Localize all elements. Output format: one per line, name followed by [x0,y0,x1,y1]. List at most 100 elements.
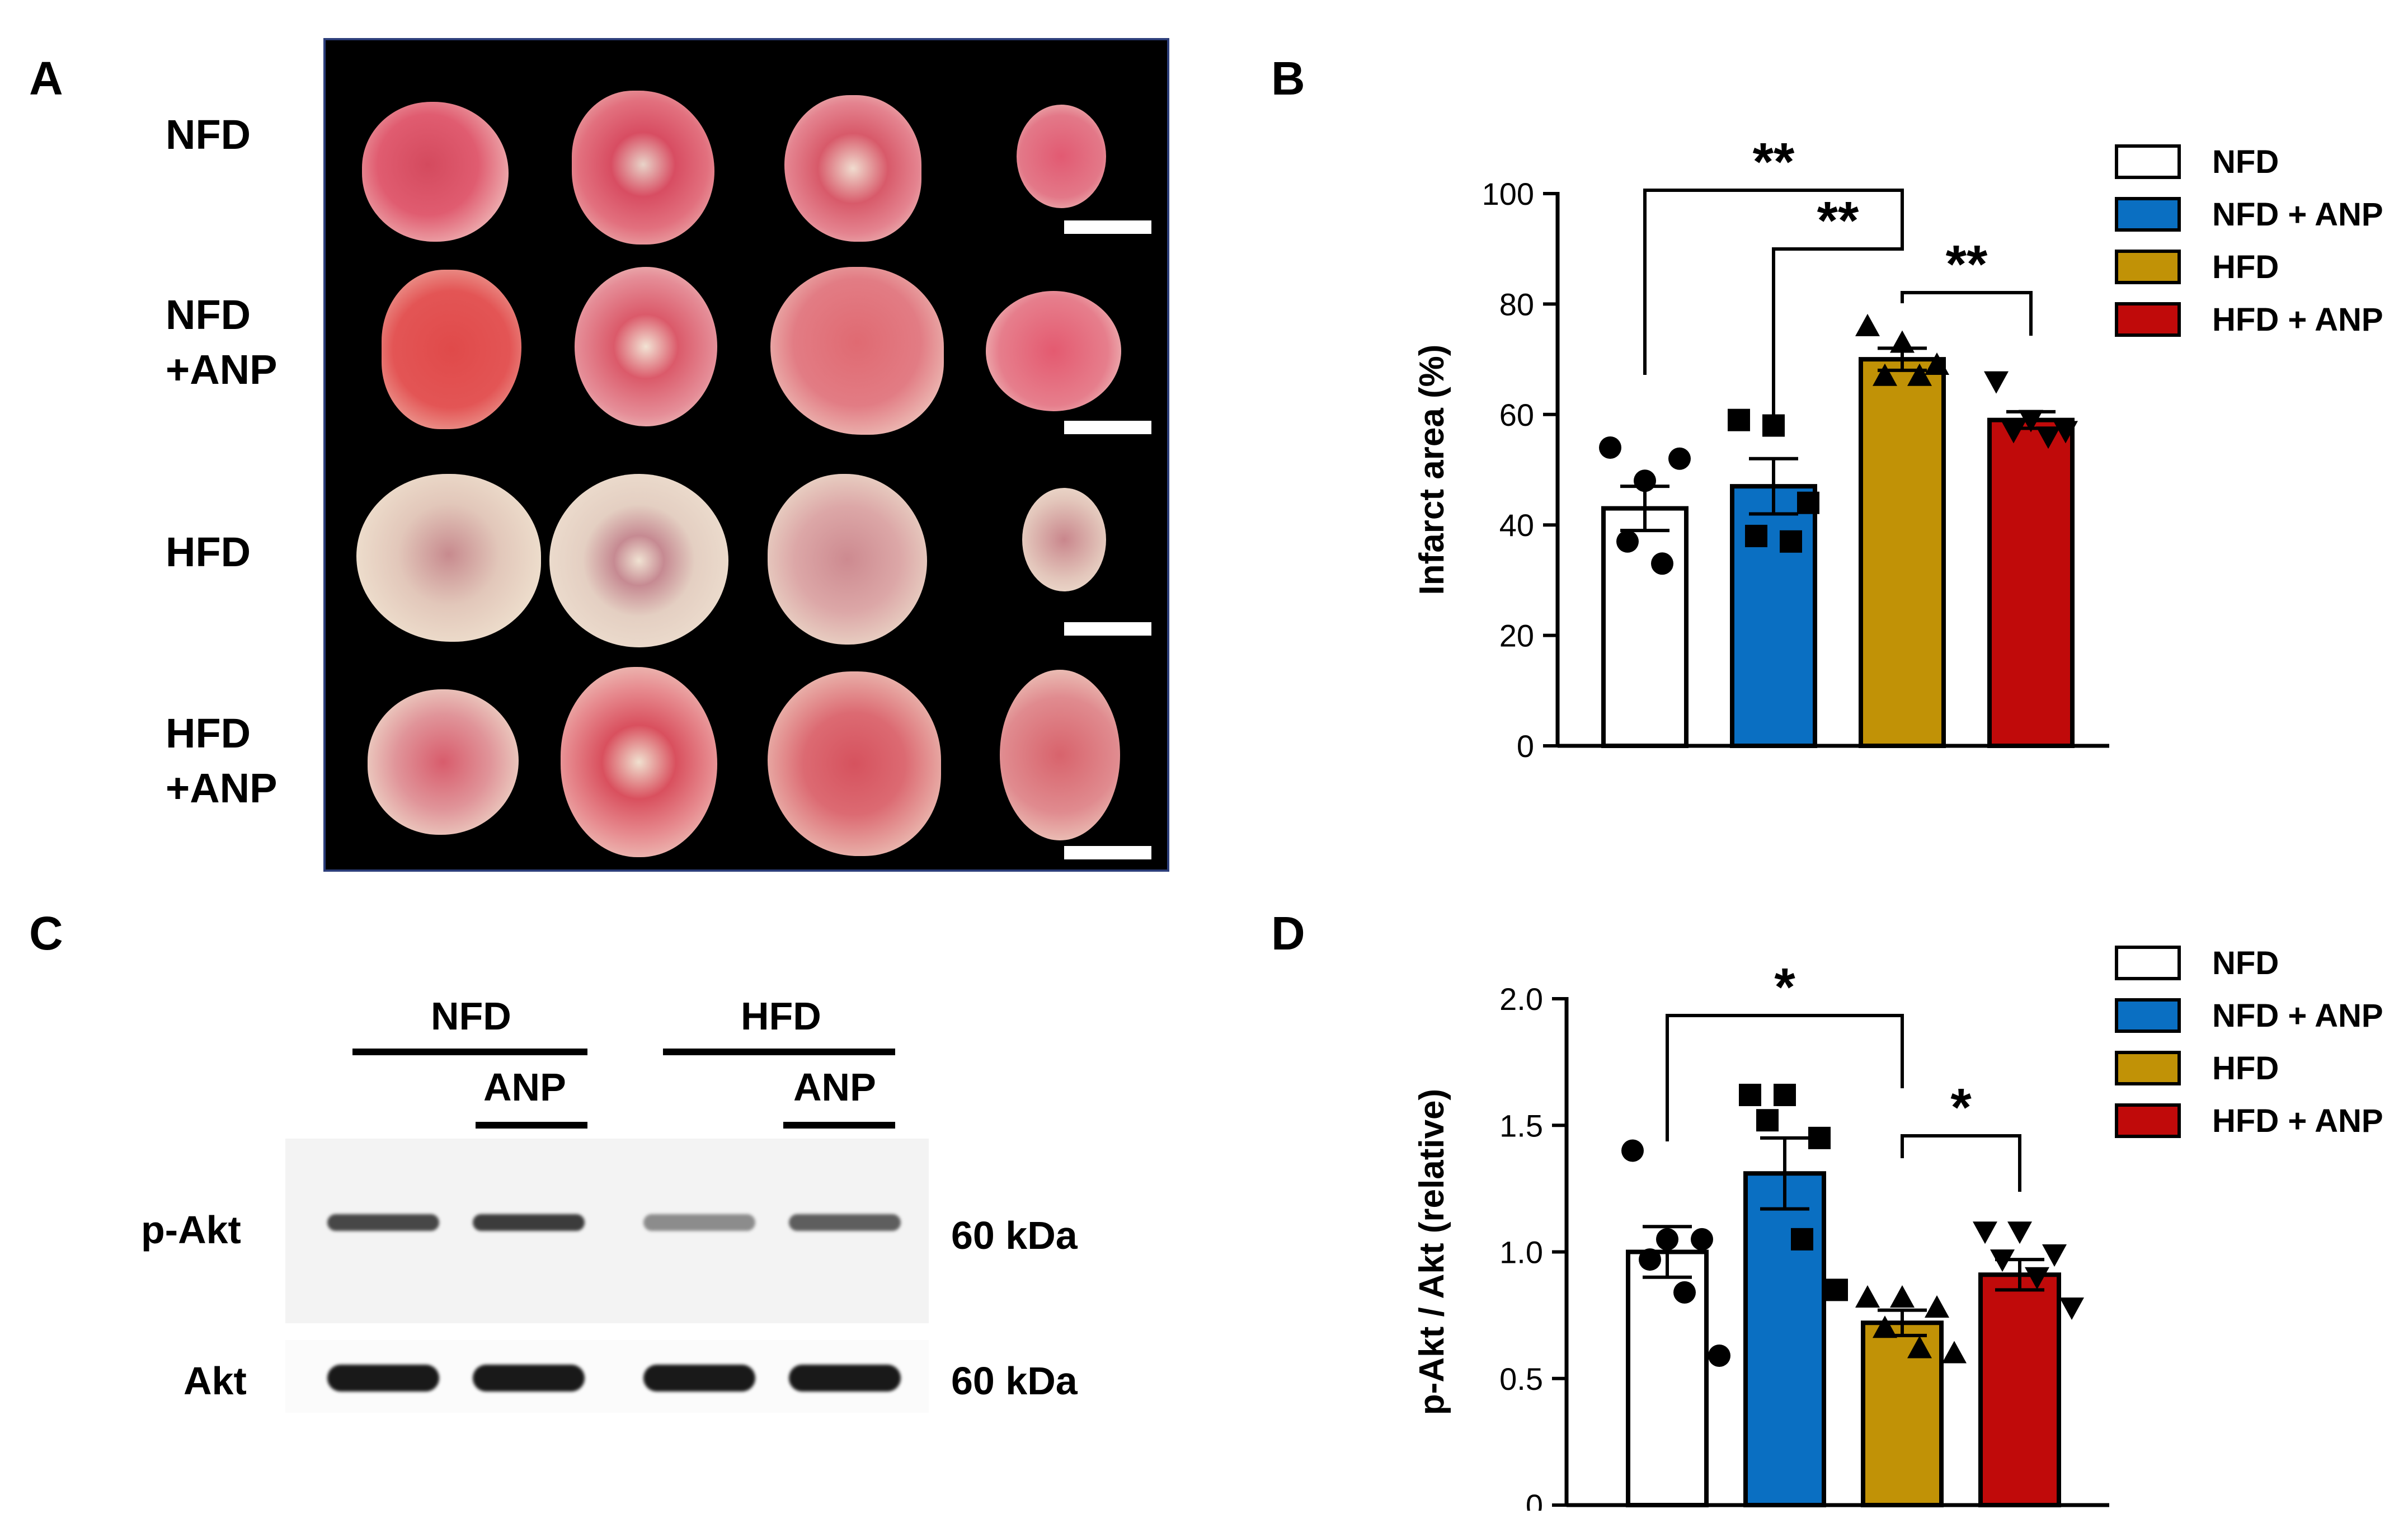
significance-bracket [1666,1014,1904,1141]
scale-bar [1064,622,1151,636]
data-point [1826,1278,1848,1301]
heart-slice [986,291,1121,411]
pakt-akt-chart: 0 0.5 1.0 1.5 2.0 p-Akt / Akt (relative) * * [1413,957,2109,1511]
d-legend-item: HFD + ANP [2115,1103,2406,1143]
data-point [2036,426,2061,449]
b-legend-item: HFD [2115,249,2406,289]
data-point [1728,408,1750,431]
data-point [1984,371,2009,394]
data-point [1791,1228,1813,1251]
d-legend-item: NFD + ANP [2115,998,2406,1037]
akt-blot-strip [285,1340,929,1413]
data-point [1942,1341,1967,1364]
y-tick-label: 1.5 [1499,1108,1543,1143]
heart-slice [362,102,509,242]
pakt-blot-strip [285,1139,929,1323]
significance-label: * [1950,1078,1972,1137]
significance-bracket [1772,213,1904,421]
blot-band [789,1365,901,1392]
y-tick-label: 0.5 [1499,1361,1543,1397]
y-tick-label: 1.0 [1499,1235,1543,1270]
d-legend-label: NFD [2212,945,2279,981]
d-legend-swatch [2115,1103,2181,1138]
bar-3 [1978,1272,2061,1507]
panel-letter-c: C [29,907,63,960]
data-point [2059,1298,2084,1320]
data-point [1973,1221,1997,1244]
heart-slice [382,270,521,429]
significance-bracket [1901,291,2033,336]
significance-label: ** [1946,234,1988,294]
row-label-hfd-anp: HFD +ANP [166,710,278,811]
heart-slice [549,474,728,647]
d-legend-swatch [2115,998,2181,1033]
data-point [1780,530,1802,553]
y-tick-label: 100 [1482,176,1534,211]
y-axis-label: Infarct area (%) [1413,345,1451,595]
data-point [1656,1228,1678,1251]
b-legend-item: HFD + ANP [2115,302,2406,341]
band-label-akt: Akt [184,1359,247,1403]
data-point [1797,491,1819,514]
b-legend-label: NFD + ANP [2212,196,2383,233]
data-point [1708,1345,1730,1367]
heart-slice [768,671,941,856]
row-label-nfd: NFD [166,111,251,158]
data-point [1990,1249,2015,1272]
data-point [1855,1285,1880,1308]
band-size-pakt: 60 kDa [951,1214,1078,1257]
b-legend-label: HFD [2212,249,2279,285]
heart-slice [1017,105,1106,208]
data-point [1873,1315,1897,1338]
y-tick-label: 60 [1499,397,1534,433]
heart-slice [1000,670,1120,840]
blot-band [473,1365,585,1392]
b-legend-item: NFD + ANP [2115,196,2406,236]
data-point [2001,421,2026,444]
data-point [1621,1139,1644,1162]
d-legend-swatch [2115,946,2181,980]
blot-band [789,1214,901,1231]
blot-band [643,1214,755,1231]
blot-group-lines [352,1049,895,1129]
y-tick-label: 40 [1499,507,1534,543]
heart-slice [1022,488,1106,591]
scale-bar [1064,421,1151,434]
data-point [1616,530,1639,553]
data-point [1774,1083,1796,1106]
data-point [1691,1228,1713,1251]
scale-bar [1064,220,1151,234]
b-legend-swatch [2115,144,2181,179]
significance-bracket [1643,189,1904,375]
blot-band [327,1214,439,1231]
heart-slice [770,267,944,435]
panel-letter-d: D [1271,907,1305,960]
data-point [1890,1285,1915,1308]
y-tick-label: 0 [1517,728,1534,764]
blot-band [473,1214,585,1231]
y-tick-label: 2.0 [1499,981,1543,1017]
data-point [1808,1126,1831,1149]
d-legend-item: NFD [2115,945,2406,985]
blot-band [643,1365,755,1392]
data-point [2007,1221,2032,1244]
infarct-area-chart: 0 20 40 60 80 100 Infarct area (%) ** ** ** [1413,132,2109,764]
y-axis-label: p-Akt / Akt (relative) [1413,1089,1451,1415]
d-legend-label: HFD [2212,1050,2279,1087]
heart-slice [561,667,717,857]
blot-treatment-nfd: ANP [483,1065,566,1109]
data-point [2019,410,2043,433]
heart-slices-photo [323,38,1169,872]
heart-slice [368,689,519,835]
blot-group-nfd: NFD [431,994,511,1038]
scale-bar [1064,846,1151,859]
d-legend-label: HFD + ANP [2212,1103,2383,1139]
d-legend-label: NFD + ANP [2212,998,2383,1034]
heart-slice [572,91,714,245]
band-size-akt: 60 kDa [951,1359,1078,1403]
heart-slice [356,474,541,642]
significance-label: ** [1817,191,1859,251]
data-point [1599,436,1621,459]
band-label-pakt: p-Akt [141,1208,241,1252]
row-label-hfd: HFD [166,529,251,575]
